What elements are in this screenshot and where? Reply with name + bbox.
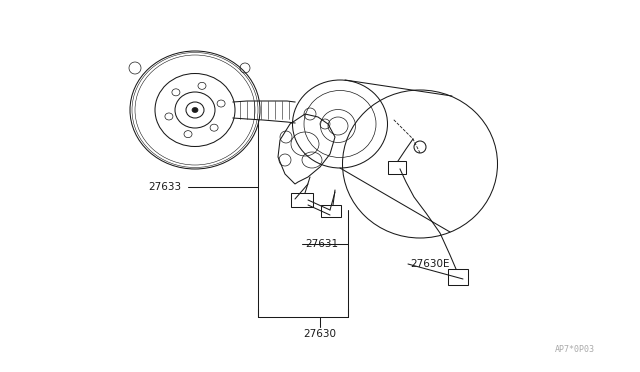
Text: 27630: 27630 [303, 329, 337, 339]
Text: AP7*0P03: AP7*0P03 [555, 345, 595, 354]
Ellipse shape [192, 108, 198, 112]
Text: 27631: 27631 [305, 239, 338, 249]
Text: 27630E: 27630E [410, 259, 449, 269]
Text: 27633: 27633 [148, 182, 181, 192]
